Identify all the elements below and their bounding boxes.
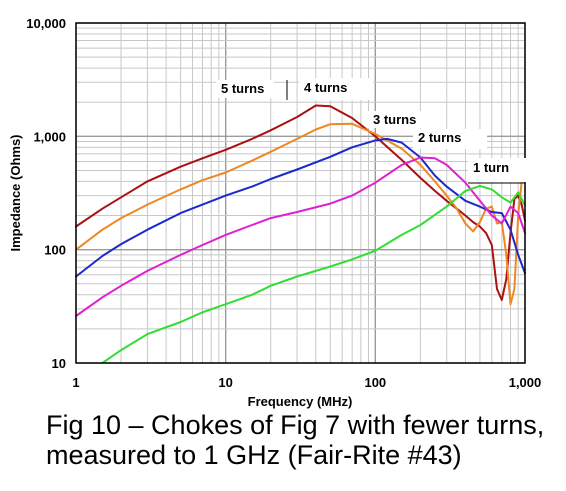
series-line-4-turns (75, 122, 526, 306)
x-tick-label: 1 (72, 375, 79, 390)
series-line-5-turns (75, 104, 526, 301)
y-tick-label: 10,000 (26, 16, 66, 31)
caption-line-2: measured to 1 GHz (Fair-Rite #43) (46, 440, 462, 470)
impedance-chart: 1 10 100 1,000 10 100 1,000 10,000 Frequency (M… (8, 16, 541, 409)
y-axis-label: Impedance (Ohms) (8, 134, 23, 251)
caption-line-1: Fig 10 – Chokes of Fig 7 with fewer turn… (46, 410, 545, 440)
y-tick-label: 100 (44, 243, 66, 258)
x-axis-label: Frequency (MHz) (248, 394, 353, 409)
plot-background (76, 23, 525, 363)
x-tick-label: 100 (364, 375, 386, 390)
x-tick-label: 1,000 (509, 375, 542, 390)
figure-caption: Fig 10 – Chokes of Fig 7 with fewer turn… (46, 410, 561, 470)
label-bg-1-turn (468, 158, 526, 182)
label-bg-3-turns (368, 111, 426, 128)
label-1-turn: 1 turn (473, 160, 509, 175)
tick-labels: 1 10 100 1,000 10 100 1,000 10,000 (26, 16, 541, 390)
label-bg-4-turns (299, 78, 373, 100)
y-tick-label: 10 (52, 356, 66, 371)
y-tick-label: 1,000 (33, 129, 66, 144)
label-bg-2-turns (413, 129, 487, 149)
plot-frame (75, 22, 526, 364)
series-line-2-turns (75, 156, 526, 317)
label-5-turns: 5 turns (221, 81, 264, 96)
label-4-turns: 4 turns (304, 80, 347, 95)
x-tick-label: 10 (218, 375, 232, 390)
series-line-1-turn (101, 184, 526, 364)
label-3-turns: 3 turns (373, 112, 416, 127)
label-2-turns: 2 turns (418, 130, 461, 145)
series-lines (75, 104, 526, 364)
series-line-3-turns (75, 137, 526, 278)
label-bg-5-turns (216, 80, 274, 98)
